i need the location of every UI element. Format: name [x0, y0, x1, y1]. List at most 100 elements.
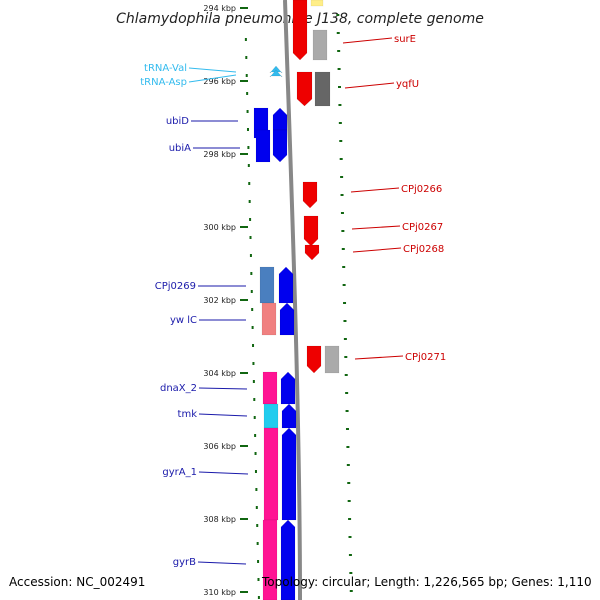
axis-dot	[246, 128, 249, 131]
gene-block	[255, 129, 271, 163]
axis-dot-right	[338, 86, 342, 88]
gene-label-left: tRNA-Val	[144, 63, 187, 74]
axis-dot-right	[341, 230, 345, 232]
axis-dot	[253, 398, 256, 401]
axis-dot	[253, 416, 256, 419]
axis-dot	[245, 74, 248, 77]
trna-arrow	[269, 69, 283, 78]
gene-label-right: yqfU	[396, 79, 419, 90]
gene-block	[314, 71, 331, 107]
axis-ticks: 294 kbp 296 kbp 298 kbp 300 kbp 302 kbp 304 k…	[203, 4, 248, 597]
gene-arrow-forward	[280, 371, 296, 405]
label-leader	[198, 387, 248, 390]
gene-block	[263, 403, 279, 429]
axis-dot	[249, 218, 252, 221]
axis-dot	[254, 470, 257, 473]
axis-dot	[255, 488, 258, 491]
axis-dot	[247, 164, 250, 167]
axis-dot-right	[337, 68, 341, 70]
axis-dot	[250, 290, 253, 293]
gene-label-right: CPj0271	[405, 352, 446, 363]
axis-dot-right	[339, 158, 343, 160]
gene-label-right: CPj0268	[403, 244, 444, 255]
gene-block	[262, 371, 278, 405]
label-leader	[197, 561, 247, 565]
axis-dots	[244, 14, 353, 599]
gene-arrow-reverse	[302, 181, 318, 209]
label-leaders	[188, 37, 404, 565]
axis-dot-right	[340, 176, 344, 178]
gene-block	[310, 0, 324, 7]
gene-arrow-reverse	[303, 215, 319, 247]
axis-dot-right	[337, 50, 341, 52]
axis-dot-right	[340, 194, 344, 196]
gene-block	[263, 427, 279, 521]
axis-tick-label: 308 kbp	[203, 515, 236, 524]
axis-dot	[254, 434, 257, 437]
gene-arrow-forward	[279, 302, 295, 336]
gene-label-left: gyrB	[173, 557, 196, 568]
axis-dot-right	[345, 410, 349, 412]
axis-dot	[251, 308, 254, 311]
axis-dot	[245, 56, 248, 59]
axis-dot-right	[347, 482, 351, 484]
axis-dot-right	[345, 392, 349, 394]
axis-dot	[257, 578, 260, 581]
axis-dot	[251, 326, 254, 329]
gene-label-left: gyrA_1	[162, 467, 197, 478]
label-leader	[188, 67, 237, 73]
gene-label-left: ubiA	[169, 143, 191, 154]
axis-dot	[246, 92, 249, 95]
topology-text: Topology: circular; Length: 1,226,565 bp…	[261, 575, 592, 589]
axis-dot-right	[336, 32, 340, 34]
axis-dot-right	[348, 554, 352, 556]
axis-tick-label: 304 kbp	[203, 369, 236, 378]
gene-block	[312, 29, 328, 61]
axis-dot	[256, 524, 259, 527]
gene-arrow-forward	[272, 107, 288, 131]
gene-block	[262, 519, 278, 600]
axis-dot	[252, 344, 255, 347]
gene-label-left: tmk	[178, 409, 198, 420]
gene-block	[324, 345, 340, 374]
gene-arrow-reverse	[304, 244, 320, 261]
gene-arrow-forward	[280, 519, 296, 600]
gene-label-right: surE	[394, 34, 416, 45]
gene-block	[261, 302, 277, 336]
label-leader	[354, 355, 404, 360]
axis-dot	[254, 452, 257, 455]
gene-label-left: yw lC	[170, 315, 197, 326]
axis-tick-label: 300 kbp	[203, 223, 236, 232]
axis-dot	[256, 542, 259, 545]
gene-label-left: tRNA-Asp	[140, 77, 187, 88]
gene-arrow-reverse	[306, 345, 322, 374]
gene-label-left: ubiD	[166, 116, 189, 127]
axis-tick-label: 298 kbp	[203, 150, 236, 159]
axis-tick-label: 310 kbp	[203, 588, 236, 597]
axis-tick-label: 294 kbp	[203, 4, 236, 13]
axis-dot-right	[348, 518, 352, 520]
axis-dot	[252, 362, 255, 365]
label-leader	[198, 471, 249, 475]
axis-dot-right	[338, 104, 342, 106]
gene-arrow-reverse	[296, 71, 313, 107]
axis-dot	[248, 200, 251, 203]
gene-arrow-forward	[272, 129, 288, 163]
axis-tick-label: 296 kbp	[203, 77, 236, 86]
accession-text: Accession: NC_002491	[9, 575, 145, 589]
axis-dot-right	[346, 446, 350, 448]
axis-dot	[249, 236, 252, 239]
axis-dot	[252, 380, 255, 383]
label-leader	[350, 187, 400, 193]
label-leader	[352, 247, 402, 253]
gene-label-left: CPj0269	[155, 281, 196, 292]
axis-dot	[257, 596, 260, 599]
axis-dot-right	[345, 428, 349, 430]
axis-dot-right	[347, 500, 351, 502]
axis-dot-right	[339, 140, 343, 142]
gene-arrow-forward	[281, 403, 297, 429]
gene-arrow-reverse	[292, 0, 308, 61]
label-leader	[342, 37, 393, 44]
